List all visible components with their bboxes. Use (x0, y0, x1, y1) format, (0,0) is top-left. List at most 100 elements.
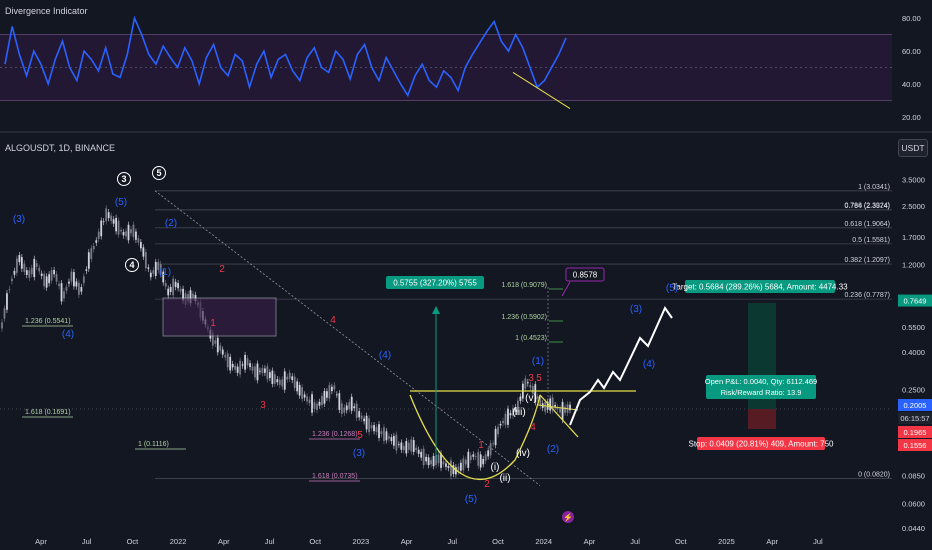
price-tick-label: 0.4000 (902, 348, 925, 357)
candle-body (30, 267, 33, 275)
candle-body (159, 263, 162, 275)
measure-badge-bg (386, 276, 484, 289)
candle-body (296, 381, 299, 392)
candle-body (340, 403, 343, 414)
indicator-title: Divergence Indicator (5, 6, 88, 16)
candle-body (509, 413, 512, 416)
candle-body (231, 363, 234, 368)
resistance-box (162, 297, 277, 337)
candle-body (53, 269, 55, 275)
fib-label: 1 (3.0341) (858, 184, 890, 191)
x-axis-label: Oct (309, 537, 322, 546)
price-badge-bg (898, 412, 932, 424)
candle-body (507, 408, 509, 425)
candle-body (383, 427, 385, 442)
candle-body (425, 456, 428, 462)
candle-body (172, 278, 175, 296)
candle-body (246, 358, 249, 366)
price-badge: 0.7649 (904, 297, 927, 306)
wave-label: 5 (536, 373, 542, 384)
target-badge: Target: 0.5684 (289.26%) 5684, Amount: 4… (672, 283, 848, 292)
candle-body (130, 229, 132, 234)
candle-body (469, 455, 472, 461)
candle-body (236, 366, 239, 373)
price-tick-label: 3.5000 (902, 175, 925, 184)
risk-reward-label: Risk/Reward Ratio: 13.9 (721, 388, 802, 397)
candle-body (373, 425, 375, 432)
candle-body (549, 398, 552, 411)
candle-body (154, 261, 157, 276)
candle-body (144, 252, 147, 269)
cup-curve (409, 394, 541, 480)
candle-body (244, 354, 246, 370)
rsi-tick-label: 80.00 (902, 14, 921, 23)
candle-body (350, 396, 353, 411)
price-tick-label: 0.5500 (902, 323, 925, 332)
candle-body (316, 403, 318, 410)
candle-body (63, 291, 65, 299)
candle-body (358, 411, 361, 418)
wave-circle (125, 258, 139, 272)
candle-body (251, 366, 254, 371)
price-tick-label: 0.2500 (902, 386, 925, 395)
candle-body (40, 273, 43, 276)
candle-body (82, 276, 85, 284)
candle-body (360, 415, 363, 419)
x-axis-label: Apr (35, 537, 47, 546)
wave-label: (iv) (516, 448, 530, 459)
candle-body (313, 402, 316, 409)
fib-label: 0.784 (2.3874) (844, 203, 890, 210)
candle-body (25, 270, 28, 275)
candle-body (291, 376, 294, 380)
fib-label: 0 (0.0820) (858, 471, 890, 478)
candle-body (526, 382, 529, 384)
candle-body (556, 406, 559, 410)
fib-label: 0.5 (1.5581) (852, 237, 890, 244)
candle-body (353, 406, 356, 409)
rsi-tick-label: 40.00 (902, 80, 921, 89)
high-price-badge-bg (565, 267, 605, 282)
fib-ext-label: 1.236 (0.5902) (501, 314, 547, 321)
candle-body (395, 434, 398, 451)
measure-arrow (432, 306, 440, 314)
rsi-line (4, 15, 567, 98)
candle-body (378, 424, 380, 438)
price-tick-label: 0.0440 (902, 524, 925, 533)
candle-body (415, 447, 418, 451)
x-axis-label: Jul (630, 537, 640, 546)
x-axis-label: Apr (584, 537, 596, 546)
candle-body (90, 248, 93, 260)
candle-body (152, 270, 155, 274)
candle-body (28, 270, 31, 278)
candle-body (65, 286, 68, 291)
candle-body (234, 365, 237, 370)
candle-body (174, 281, 177, 288)
candle-body (8, 289, 11, 291)
price-tick-label: 0.0600 (902, 499, 925, 508)
currency-badge[interactable]: USDT (898, 139, 928, 157)
candle-body (135, 231, 137, 240)
wave-label: (3) (630, 304, 642, 315)
price-tick-label: 0.0850 (902, 472, 925, 481)
handle-line-upper (537, 404, 579, 411)
candle-body (467, 451, 470, 468)
price-badge-bg (898, 426, 932, 438)
candle-body (432, 456, 435, 467)
candle-body (494, 428, 497, 446)
fib-label: 0.618 (1.9064) (844, 221, 890, 228)
candle-body (427, 457, 430, 466)
candle-body (504, 413, 507, 425)
candle-body (298, 384, 301, 396)
candle-body (80, 287, 83, 292)
wave-label: 4 (530, 422, 536, 433)
candle-body (420, 451, 423, 458)
candle-body (105, 208, 108, 222)
candle-body (519, 396, 522, 401)
candle-body (303, 394, 306, 398)
stop-badge: Stop: 0.0409 (20.81%) 409, Amount: 750 (689, 440, 835, 449)
candle-body (271, 370, 274, 385)
candle-body (125, 231, 127, 237)
candle-body (70, 271, 73, 282)
candle-body (487, 450, 490, 457)
